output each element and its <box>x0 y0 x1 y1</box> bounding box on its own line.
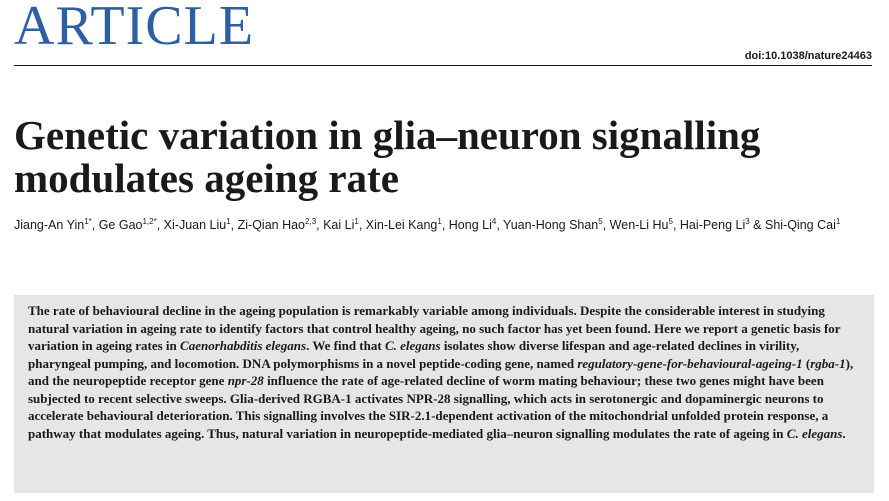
author-affiliation: 1* <box>84 217 92 226</box>
abstract-run: ( <box>802 355 811 371</box>
article-title: Genetic variation in glia–neuron signall… <box>14 112 761 201</box>
abstract-run: . <box>842 425 846 441</box>
author-affiliation: 3 <box>745 217 750 226</box>
abstract-italic-run: regulatory-gene-for-behavioural-ageing-1 <box>577 355 803 371</box>
author-affiliation: 2,3 <box>305 217 317 226</box>
author-affiliation: 1 <box>354 217 359 226</box>
author-name: Hong Li <box>448 218 492 232</box>
abstract-run: . We find that <box>306 338 385 353</box>
section-label: ARTICLE <box>14 0 255 57</box>
author-affiliation: 1,2* <box>142 217 157 226</box>
abstract-text: The rate of behavioural decline in the a… <box>28 302 860 442</box>
abstract-run: ), and the neuropeptide receptor gene <box>28 355 854 389</box>
author-affiliation: 1 <box>226 217 231 226</box>
header-rule <box>14 65 872 66</box>
author-name: Ge Gao <box>98 218 143 232</box>
doi-link[interactable]: doi:10.1038/nature24463 <box>744 50 872 62</box>
abstract-italic-run: C. elegans <box>384 338 441 353</box>
author-list: Jiang-An Yin1*, Ge Gao1,2*, Xi-Juan Liu1… <box>14 217 841 233</box>
author-name: Xin-Lei Kang <box>365 218 438 232</box>
author-affiliation: 5 <box>668 217 673 226</box>
abstract-box: The rate of behavioural decline in the a… <box>14 295 874 493</box>
author-name: Yuan-Hong Shan <box>503 218 599 232</box>
abstract-italic-run: npr-28 <box>227 373 264 388</box>
abstract-run: isolates show diverse lifespan and age-r… <box>28 338 800 371</box>
author-affiliation: 4 <box>491 217 497 226</box>
author-name: Hai-Peng Li <box>679 218 746 232</box>
author-name: Wen-Li Hu <box>609 218 669 232</box>
abstract-italic-run: Caenorhabditis elegans <box>180 338 307 353</box>
abstract-run: influence the rate of age-related declin… <box>28 373 829 441</box>
author-name: Zi-Qian Hao <box>237 218 306 232</box>
author-name: Kai Li <box>323 218 355 232</box>
author-name: Xi-Juan Liu <box>163 218 227 232</box>
abstract-run: The rate of behavioural decline in the a… <box>28 303 841 353</box>
abstract-italic-run: rgba-1 <box>810 355 846 371</box>
abstract-italic-run: C. elegans <box>786 425 843 441</box>
author-affiliation: 1 <box>437 217 442 226</box>
author-name: Jiang-An Yin <box>14 218 85 232</box>
author-affiliation: 5 <box>598 217 603 226</box>
author-name: Shi-Qing Cai <box>764 218 836 232</box>
author-affiliation: 1 <box>835 217 841 226</box>
